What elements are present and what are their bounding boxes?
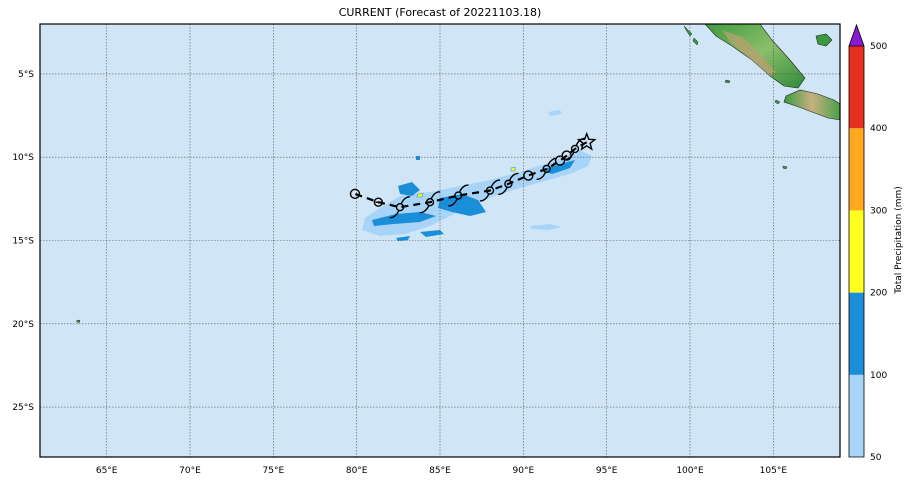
map-gridlines [40, 24, 840, 457]
depression-ring [373, 197, 384, 207]
longitude-tick-label: 85°E [429, 466, 451, 476]
precip-moderate-area [438, 194, 486, 216]
longitude-tick-label: 75°E [263, 466, 285, 476]
storm-arm-upper [400, 196, 411, 205]
storm-arm-upper [547, 157, 558, 167]
storm-arm-upper [490, 179, 501, 188]
small-island [692, 37, 699, 46]
tropical-storm-marker [479, 179, 501, 202]
colorbar-title: Total Precipitation (mm) [894, 186, 904, 295]
colorbar-segment [849, 128, 864, 211]
colorbar-tick-label: 500 [870, 42, 887, 52]
storm-arm-lower [389, 209, 400, 219]
tropical-storm-marker [389, 196, 411, 219]
longitude-tick-label: 65°E [96, 466, 118, 476]
low-pressure-marker [349, 188, 361, 200]
colorbar-frame [848, 46, 865, 458]
precip-moderate-area [416, 156, 420, 160]
storm-arm-lower [536, 171, 547, 180]
star-icon [576, 131, 597, 151]
tropical-storm-marker [419, 191, 441, 214]
longitude-tick-label: 80°E [346, 466, 368, 476]
storm-center [504, 179, 513, 189]
small-island [774, 99, 781, 105]
depression-marker [373, 197, 384, 207]
precip-light-area [548, 110, 562, 116]
low-pressure-marker [523, 170, 534, 181]
colorbar-segment [849, 210, 864, 293]
colorbar-segment [849, 46, 864, 129]
small-island [724, 79, 731, 84]
colorbar-tick-label: 50 [870, 453, 882, 463]
precip-heavy-area [510, 166, 516, 172]
java-landmass [783, 89, 840, 121]
longitude-tick-label: 70°E [179, 466, 201, 476]
small-island [75, 319, 81, 324]
latitude-tick-label: 15°S [12, 237, 34, 247]
storm-center [485, 186, 495, 195]
colorbar-extend-arrow [848, 23, 865, 47]
storm-track [349, 131, 597, 219]
track-line [354, 141, 588, 209]
storm-arm-upper [508, 172, 519, 182]
longitude-tick-label: 100°E [676, 466, 704, 476]
latitude-tick-label: 10°S [12, 153, 34, 163]
colorbar-segment [849, 292, 864, 375]
precip-heavy-area [416, 192, 424, 198]
precipitation-colorbar: 50 100 200 300 400 500 [848, 23, 887, 463]
low-pressure-marker [554, 155, 566, 166]
latitude-tick-label: 20°S [12, 320, 34, 330]
precip-light-area [530, 224, 562, 230]
precip-moderate-area [372, 212, 436, 226]
storm-arm-lower [497, 186, 508, 195]
storm-arm-lower [479, 193, 490, 202]
map-title: CURRENT (Forecast of 20221103.18) [338, 6, 542, 19]
colorbar-segment [849, 374, 864, 457]
latitude-tick-label: 5°S [18, 70, 34, 80]
small-island [782, 165, 788, 170]
longitude-tick-label: 105°E [760, 466, 788, 476]
precip-moderate-area [540, 160, 575, 174]
longitude-tick-label: 95°E [596, 466, 618, 476]
storm-arm-upper [458, 184, 469, 193]
storm-center [454, 191, 463, 200]
storm-arm-lower [447, 198, 458, 207]
storm-center [570, 144, 580, 154]
latitude-tick-label: 25°S [12, 403, 34, 413]
borneo-landmass [815, 33, 833, 47]
colorbar-tick-label: 200 [870, 289, 887, 299]
longitude-labels: 65°E 70°E 75°E 80°E 85°E 90°E 95°E 100°E 105°E [96, 466, 787, 476]
storm-center [542, 164, 551, 174]
precip-moderate-area [420, 230, 444, 237]
tropical-storm-marker [497, 172, 519, 195]
storm-arm-upper [430, 191, 441, 200]
map-frame [39, 23, 841, 458]
sumatra-highlands [722, 30, 776, 76]
storm-arm-lower [419, 204, 430, 214]
low-pressure-marker [561, 150, 572, 161]
precip-moderate-area [398, 182, 420, 196]
storm-center [425, 197, 435, 207]
colorbar-tick-label: 400 [870, 124, 887, 134]
tropical-storm-marker [447, 184, 469, 207]
colorbar-tick-label: 100 [870, 371, 887, 381]
storm-center [395, 202, 405, 212]
longitude-tick-label: 90°E [513, 466, 535, 476]
storm-arm-lower [564, 151, 575, 160]
tropical-storm-marker [536, 157, 558, 180]
latitude-labels: 5°S 10°S 15°S 20°S 25°S [12, 70, 34, 413]
colorbar-tick-label: 300 [870, 206, 887, 216]
precip-moderate-area [396, 236, 410, 241]
